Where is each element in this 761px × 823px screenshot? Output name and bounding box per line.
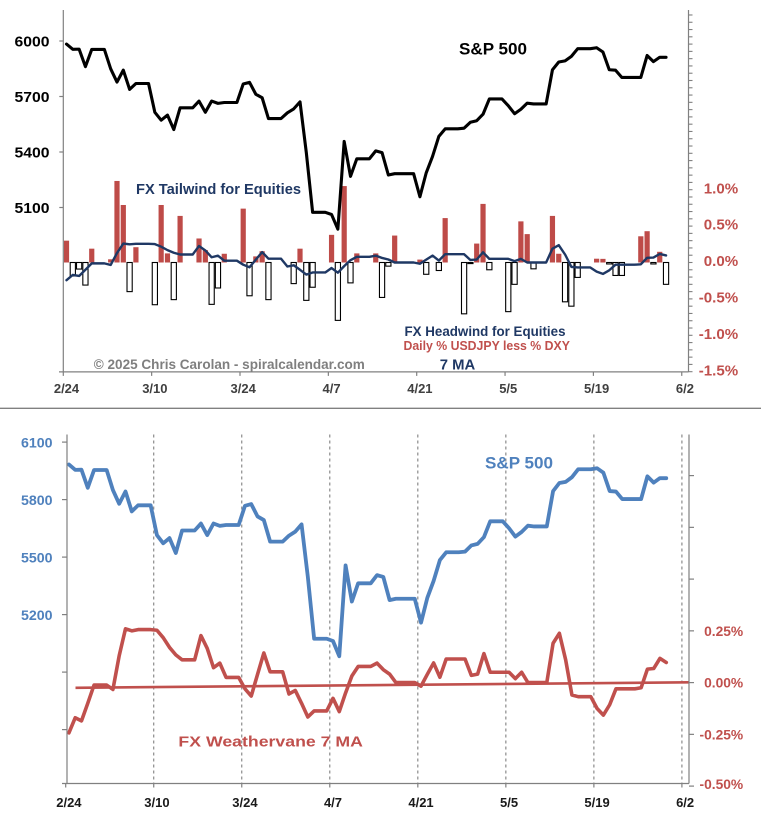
- svg-text:5/5: 5/5: [500, 795, 518, 810]
- svg-text:© 2025 Chris Carolan - spiralc: © 2025 Chris Carolan - spiralcalendar.co…: [94, 357, 365, 373]
- svg-text:0.5%: 0.5%: [704, 217, 739, 234]
- svg-text:-0.25%: -0.25%: [699, 727, 743, 742]
- svg-text:-0.5%: -0.5%: [699, 290, 739, 307]
- svg-text:S&P 500: S&P 500: [459, 41, 527, 59]
- svg-text:6/2: 6/2: [676, 381, 694, 396]
- svg-text:6/2: 6/2: [676, 795, 694, 810]
- svg-text:3/24: 3/24: [231, 381, 257, 396]
- svg-text:-1.5%: -1.5%: [699, 362, 739, 379]
- svg-text:FX Tailwind for Equities: FX Tailwind for Equities: [136, 182, 301, 198]
- svg-text:2/24: 2/24: [56, 795, 82, 810]
- svg-text:0.00%: 0.00%: [704, 676, 743, 691]
- svg-text:4/7: 4/7: [323, 381, 341, 396]
- svg-text:S&P 500: S&P 500: [485, 454, 553, 472]
- svg-text:0.0%: 0.0%: [704, 253, 739, 270]
- svg-text:-1.0%: -1.0%: [699, 326, 739, 343]
- svg-text:5/5: 5/5: [499, 381, 517, 396]
- svg-text:6100: 6100: [21, 435, 53, 451]
- svg-text:5800: 5800: [21, 493, 53, 509]
- svg-text:5700: 5700: [15, 89, 50, 106]
- svg-text:4/21: 4/21: [407, 381, 432, 396]
- svg-text:5500: 5500: [21, 550, 53, 566]
- svg-text:5400: 5400: [15, 144, 50, 161]
- svg-text:4/7: 4/7: [324, 795, 342, 810]
- svg-text:7 MA: 7 MA: [440, 357, 476, 373]
- svg-text:3/24: 3/24: [232, 795, 258, 810]
- svg-text:FX Weathervane 7 MA: FX Weathervane 7 MA: [178, 733, 363, 750]
- svg-text:5/19: 5/19: [584, 381, 609, 396]
- svg-text:3/10: 3/10: [142, 381, 167, 396]
- svg-text:6000: 6000: [15, 33, 50, 50]
- svg-text:-0.50%: -0.50%: [699, 777, 743, 792]
- svg-text:FX Headwind for Equities: FX Headwind for Equities: [405, 323, 566, 339]
- svg-text:1.0%: 1.0%: [704, 180, 739, 197]
- svg-text:5200: 5200: [21, 608, 53, 624]
- svg-text:Daily % USDJPY less % DXY: Daily % USDJPY less % DXY: [403, 339, 570, 353]
- svg-text:2/24: 2/24: [54, 381, 80, 396]
- svg-text:4/21: 4/21: [408, 795, 433, 810]
- svg-text:5/19: 5/19: [584, 795, 609, 810]
- svg-text:0.25%: 0.25%: [704, 624, 743, 639]
- svg-text:5100: 5100: [15, 200, 50, 217]
- svg-text:3/10: 3/10: [144, 795, 169, 810]
